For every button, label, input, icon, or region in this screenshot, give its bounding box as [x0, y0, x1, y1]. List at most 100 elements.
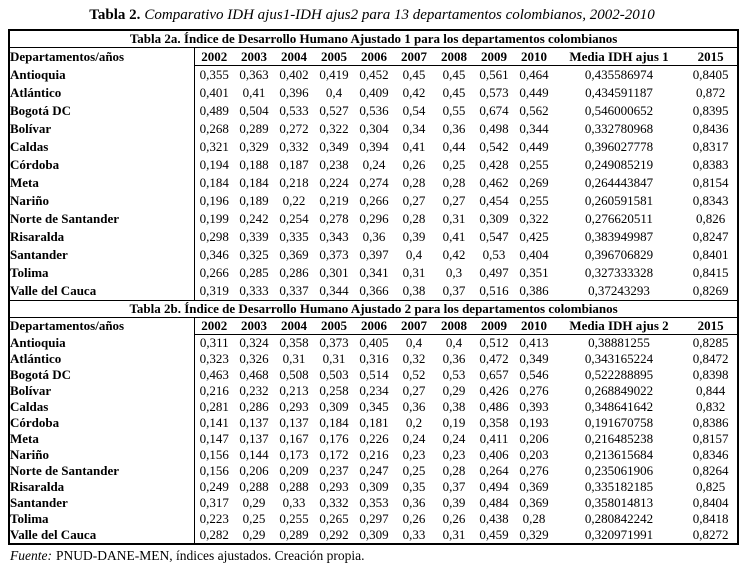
value-cell: 0,464 [519, 67, 549, 82]
department-name: Risaralda [9, 479, 195, 495]
value-cell: 0,383949987 [584, 229, 654, 244]
value-cell: 0,255 [279, 511, 309, 526]
value-cell: 0,27 [402, 383, 426, 398]
value-cell: 0,189 [239, 193, 269, 208]
value-cell: 0,826 [695, 211, 726, 226]
value-cell: 0,184 [199, 175, 229, 190]
value-cell: 0,337 [279, 283, 309, 298]
department-row: Caldas 0,321 0,329 0,332 0,349 0,394 0,41 0,44 0… [9, 138, 738, 156]
value-cell: 0,369 [519, 495, 549, 510]
department-row: Atlántico 0,401 0,41 0,396 0,4 0,409 0,42 0,45 0… [9, 84, 738, 102]
value-cell: 0,393 [519, 399, 549, 414]
value-cell: 0,293 [319, 479, 349, 494]
value-cell: 0,53 [482, 247, 506, 262]
value-cell: 0,264 [479, 463, 509, 478]
column-header: 2006 [354, 47, 394, 66]
department-row: Nariño 0,196 0,189 0,22 0,219 0,266 0,27 0,27 0,… [9, 192, 738, 210]
value-cell: 0,344 [319, 283, 349, 298]
value-cell: 0,38 [402, 283, 426, 298]
value-cell: 0,396027778 [584, 139, 654, 154]
value-cell: 0,8398 [692, 367, 729, 382]
value-cell: 0,8395 [692, 103, 729, 118]
value-cell: 0,36 [362, 229, 386, 244]
value-cell: 0,194 [199, 157, 229, 172]
value-cell: 0,536 [359, 103, 389, 118]
value-cell: 0,332780968 [584, 121, 654, 136]
department-name: Nariño [9, 447, 195, 463]
value-cell: 0,23 [442, 447, 466, 462]
value-cell: 0,156 [199, 463, 229, 478]
value-cell: 0,561 [479, 67, 509, 82]
value-cell: 0,266 [359, 193, 389, 208]
value-cell: 0,265 [319, 511, 349, 526]
department-name: Córdoba [9, 156, 195, 174]
column-header: 2006 [354, 317, 394, 335]
value-cell: 0,349 [319, 139, 349, 154]
value-cell: 0,137 [239, 431, 269, 446]
value-cell: 0,512 [479, 335, 509, 350]
value-cell: 0,288 [239, 479, 269, 494]
value-cell: 0,45 [402, 67, 426, 82]
value-cell: 0,28 [442, 175, 466, 190]
table-caption: Tabla 2. Comparativo IDH ajus1-IDH ajus2 … [0, 0, 744, 29]
value-cell: 0,32 [402, 351, 426, 366]
department-name: Meta [9, 174, 195, 192]
department-name: Caldas [9, 138, 195, 156]
value-cell: 0,484 [479, 495, 509, 510]
value-cell: 0,266 [199, 265, 229, 280]
value-cell: 0,278 [319, 211, 349, 226]
value-cell: 0,52 [402, 367, 426, 382]
value-cell: 0,508 [279, 367, 309, 382]
value-cell: 0,546000652 [584, 103, 654, 118]
value-cell: 0,249085219 [584, 157, 654, 172]
value-cell: 0,31 [402, 265, 426, 280]
department-row: Atlántico 0,323 0,326 0,31 0,31 0,316 0,32 0,36… [9, 351, 738, 367]
value-cell: 0,8472 [692, 351, 729, 366]
value-cell: 0,435586974 [584, 67, 654, 82]
column-header: 2009 [474, 47, 514, 66]
column-header: 2002 [194, 47, 234, 66]
value-cell: 0,196 [199, 193, 229, 208]
department-row: Caldas 0,281 0,286 0,293 0,309 0,345 0,36 0,38 0… [9, 399, 738, 415]
table-caption-text: Comparativo IDH ajus1-IDH ajus2 para 13 … [144, 7, 655, 23]
value-cell: 0,8285 [692, 335, 729, 350]
value-cell: 0,304 [359, 121, 389, 136]
department-row: Bolívar 0,268 0,289 0,272 0,322 0,304 0,34 0,36… [9, 120, 738, 138]
value-cell: 0,449 [519, 139, 549, 154]
value-cell: 0,226 [359, 431, 389, 446]
value-cell: 0,288 [279, 479, 309, 494]
value-cell: 0,216 [199, 383, 229, 398]
value-cell: 0,463 [199, 367, 229, 382]
value-cell: 0,309 [359, 527, 389, 542]
value-cell: 0,39 [442, 495, 466, 510]
value-cell: 0,45 [442, 85, 466, 100]
value-cell: 0,19 [442, 415, 466, 430]
value-cell: 0,298 [199, 229, 229, 244]
value-cell: 0,276 [519, 383, 549, 398]
value-cell: 0,31 [322, 351, 346, 366]
value-cell: 0,489 [199, 103, 229, 118]
department-row: Risaralda 0,249 0,288 0,288 0,293 0,309 0,35 0,… [9, 479, 738, 495]
department-name: Meta [9, 431, 195, 447]
value-cell: 0,542 [479, 139, 509, 154]
value-cell: 0,44 [442, 139, 466, 154]
value-cell: 0,320971991 [584, 527, 654, 542]
value-cell: 0,345 [359, 399, 389, 414]
column-header-row: Departamentos/años 2002 2003 2004 2005 2006 20… [9, 317, 739, 335]
column-header-row: Departamentos/años 2002 2003 2004 2005 2006 20… [9, 47, 739, 66]
department-row: Santander 0,346 0,325 0,369 0,373 0,397 0,4 0,4… [9, 246, 738, 264]
value-cell: 0,297 [359, 511, 389, 526]
value-cell: 0,497 [479, 265, 509, 280]
value-cell: 0,3 [445, 265, 463, 280]
column-header: Media IDH ajus 1 [554, 47, 684, 66]
value-cell: 0,254 [279, 211, 309, 226]
department-name: Bogotá DC [9, 367, 195, 383]
value-cell: 0,25 [242, 511, 266, 526]
department-row: Antioquia 0,311 0,324 0,358 0,373 0,405 0,4 0,4… [9, 334, 738, 351]
value-cell: 0,34 [402, 121, 426, 136]
source-note: Fuente: PNUD-DANE-MEN, índices ajustados.… [0, 545, 744, 564]
value-cell: 0,332 [279, 139, 309, 154]
value-cell: 0,268 [199, 121, 229, 136]
value-cell: 0,8415 [692, 265, 729, 280]
value-cell: 0,533 [279, 103, 309, 118]
